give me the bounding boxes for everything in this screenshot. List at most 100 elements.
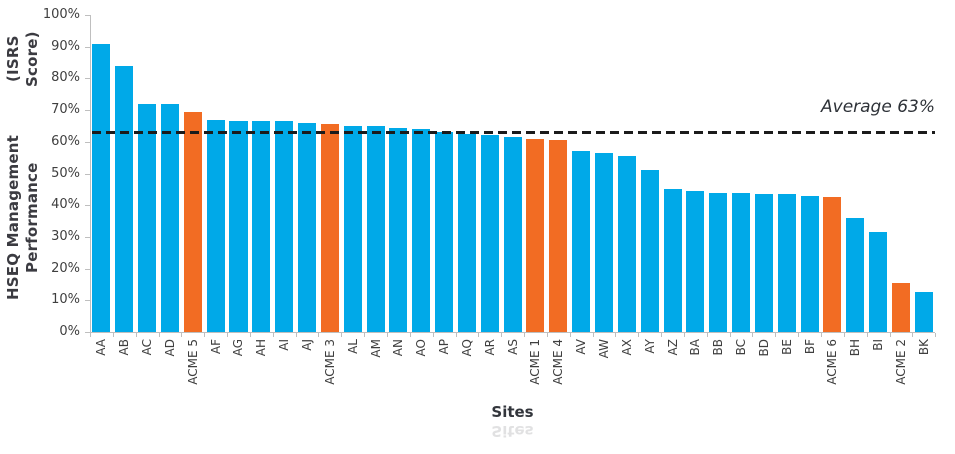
bar-aj bbox=[298, 122, 317, 332]
x-tick-label: AR bbox=[482, 339, 497, 356]
x-tick-label: BI bbox=[871, 339, 886, 351]
x-tick-label: AC bbox=[140, 339, 155, 356]
x-tick-mark bbox=[799, 333, 822, 337]
bar-slot bbox=[181, 15, 204, 332]
x-tick-label: BK bbox=[916, 339, 931, 356]
x-tick-mark bbox=[525, 333, 548, 337]
bar-ac bbox=[138, 103, 157, 332]
x-tick-mark bbox=[685, 333, 708, 337]
x-tick-mark bbox=[571, 333, 594, 337]
x-axis-line bbox=[90, 332, 935, 333]
x-label-cell: AQ bbox=[456, 339, 479, 411]
x-tick-label: BA bbox=[688, 339, 703, 356]
bar-ax bbox=[617, 156, 636, 332]
x-label-cell: AV bbox=[570, 339, 593, 411]
x-tick-label: AJ bbox=[300, 339, 315, 351]
x-tick-label: BC bbox=[734, 339, 749, 356]
y-tick-mark bbox=[85, 300, 90, 302]
bar-slot bbox=[341, 15, 364, 332]
x-label-cell: AH bbox=[250, 339, 273, 411]
bar-az bbox=[663, 189, 682, 332]
x-tick-label: AV bbox=[574, 339, 589, 355]
x-label-cell: ACME 3 bbox=[318, 339, 341, 411]
x-tick-label: BF bbox=[802, 339, 817, 355]
y-tick-label: 30% bbox=[51, 228, 80, 244]
x-tick-mark bbox=[868, 333, 891, 337]
bar-slot bbox=[478, 15, 501, 332]
x-tick-mark bbox=[274, 333, 297, 337]
y-tick-label: 40% bbox=[51, 197, 80, 213]
x-label-cell: AG bbox=[227, 339, 250, 411]
x-label-cell: ACME 5 bbox=[181, 339, 204, 411]
x-tick-mark bbox=[91, 333, 114, 337]
x-label-cell: AD bbox=[159, 339, 182, 411]
x-tick-label: AH bbox=[254, 339, 269, 357]
x-tick-mark bbox=[913, 333, 937, 337]
bar-slot bbox=[227, 15, 250, 332]
bar-slot bbox=[364, 15, 387, 332]
y-tick-label: 100% bbox=[42, 7, 80, 22]
y-tick-mark bbox=[85, 332, 90, 333]
y-tick-label: 10% bbox=[51, 292, 80, 308]
x-axis-title-reflection: Sites bbox=[491, 422, 534, 440]
bar-aq bbox=[457, 133, 476, 332]
x-tick-label: AB bbox=[117, 339, 132, 356]
bar-slot bbox=[844, 15, 867, 332]
x-tick-label: AG bbox=[231, 339, 246, 357]
bar-ag bbox=[229, 121, 248, 332]
x-label-cell: ACME 1 bbox=[524, 339, 547, 411]
bar-slot bbox=[867, 15, 890, 332]
y-tick-label: 20% bbox=[51, 260, 80, 276]
bar-ad bbox=[160, 103, 179, 332]
bar-ba bbox=[686, 190, 705, 332]
y-tick-mark bbox=[85, 173, 90, 175]
bar-slot bbox=[547, 15, 570, 332]
bar-ah bbox=[252, 121, 271, 332]
y-tick-label: 70% bbox=[51, 102, 80, 118]
x-tick-label: ACME 2 bbox=[893, 339, 908, 385]
x-tick-mark bbox=[205, 333, 229, 337]
bar-acme-2 bbox=[891, 282, 910, 332]
bar-slot bbox=[318, 15, 341, 332]
x-label-cell: AO bbox=[410, 339, 433, 411]
bar-slot bbox=[912, 15, 935, 332]
x-label-cell: BA bbox=[684, 339, 707, 411]
x-tick-mark bbox=[137, 333, 160, 337]
y-axis-line bbox=[90, 15, 91, 332]
x-tick-mark bbox=[639, 333, 663, 337]
x-tick-mark bbox=[297, 333, 320, 337]
x-tick-label: ACME 6 bbox=[825, 339, 840, 385]
bar-slot bbox=[433, 15, 456, 332]
x-tick-label: AQ bbox=[459, 339, 474, 357]
bar-as bbox=[503, 137, 522, 332]
x-label-cell: AY bbox=[638, 339, 661, 411]
x-tick-label: AY bbox=[642, 339, 657, 354]
average-label: Average 63% bbox=[821, 97, 935, 117]
x-axis-title: Sites bbox=[491, 403, 534, 421]
bar-slot bbox=[661, 15, 684, 332]
x-tick-label: AW bbox=[596, 339, 611, 359]
x-label-cell: AZ bbox=[661, 339, 684, 411]
bar-slot bbox=[570, 15, 593, 332]
bar-bb bbox=[709, 192, 728, 332]
bar-ar bbox=[480, 135, 499, 332]
bar-slot bbox=[159, 15, 182, 332]
x-tick-mark bbox=[388, 333, 411, 337]
bar-slot bbox=[593, 15, 616, 332]
x-label-cell: BE bbox=[775, 339, 798, 411]
x-tick-mark bbox=[594, 333, 617, 337]
x-tick-mark bbox=[776, 333, 800, 337]
y-tick-mark bbox=[85, 15, 90, 16]
bar-aa bbox=[92, 43, 111, 332]
bar-slot bbox=[707, 15, 730, 332]
bar-bd bbox=[754, 194, 773, 332]
y-axis-title-line2: (ISRS Score) bbox=[4, 31, 41, 87]
bar-bh bbox=[846, 217, 865, 332]
x-label-cell: AX bbox=[615, 339, 638, 411]
bar-slot bbox=[890, 15, 913, 332]
x-label-cell: AC bbox=[136, 339, 159, 411]
x-tick-label: ACME 1 bbox=[528, 339, 543, 385]
x-tick-mark bbox=[845, 333, 868, 337]
x-label-cell: AW bbox=[593, 339, 616, 411]
x-tick-label: ACME 4 bbox=[551, 339, 566, 385]
